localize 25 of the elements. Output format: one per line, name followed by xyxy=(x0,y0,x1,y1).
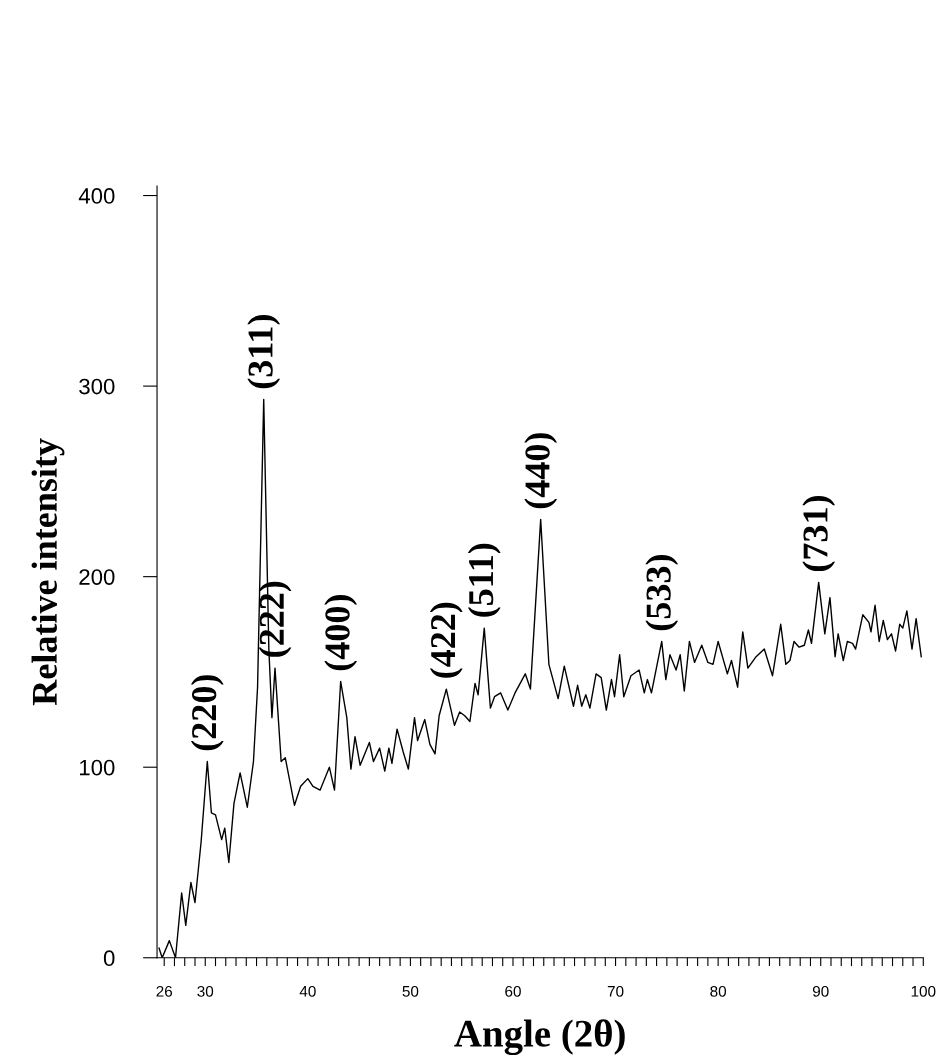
y-tick-label: 400 xyxy=(78,188,115,204)
x-tick-label: 90 xyxy=(812,985,829,997)
annotation: (731) xyxy=(802,496,836,572)
x-tick-label: 30 xyxy=(197,985,214,997)
annotation: (311) xyxy=(247,315,281,389)
annotation: (440) xyxy=(524,433,558,509)
annotation: (220) xyxy=(190,675,224,751)
y-axis-title: Relative intensity xyxy=(31,438,65,706)
y-tick-label: 200 xyxy=(79,569,115,585)
annotation: (533) xyxy=(645,555,679,631)
annotation: (400) xyxy=(324,595,358,671)
x-tick-label: 26 xyxy=(156,985,173,997)
y-tick-label: 0 xyxy=(103,950,115,967)
annotation: (222) xyxy=(258,581,292,657)
x-tick-label: 50 xyxy=(402,985,419,997)
annotation: (422) xyxy=(429,602,463,678)
x-axis-title: Angle (2θ) xyxy=(454,1019,625,1055)
annotation: (511) xyxy=(467,543,501,617)
y-tick-label: 300 xyxy=(79,378,115,395)
x-tick-label: 70 xyxy=(607,985,624,997)
y-tick-label: 100 xyxy=(79,759,115,776)
x-tick-label: 100 xyxy=(911,985,936,997)
x-tick-label: 80 xyxy=(710,985,727,997)
x-tick-label: 40 xyxy=(299,985,316,997)
x-tick-label: 60 xyxy=(505,985,521,997)
